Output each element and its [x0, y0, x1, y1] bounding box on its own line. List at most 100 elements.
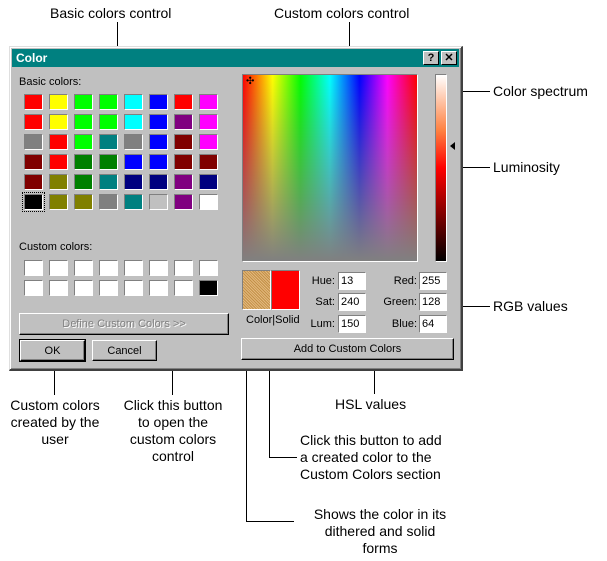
- color-swatch[interactable]: [99, 194, 118, 210]
- color-swatch[interactable]: [99, 260, 118, 276]
- color-swatch[interactable]: [199, 280, 218, 296]
- help-button[interactable]: ?: [423, 51, 439, 65]
- color-swatch[interactable]: [199, 154, 218, 170]
- color-swatch[interactable]: [99, 174, 118, 190]
- color-swatch[interactable]: [174, 94, 193, 110]
- color-swatch[interactable]: [49, 260, 68, 276]
- color-swatch[interactable]: [74, 194, 93, 210]
- sat-label: Sat:: [315, 296, 335, 308]
- color-swatch[interactable]: [74, 280, 93, 296]
- color-swatch[interactable]: [199, 174, 218, 190]
- ok-button[interactable]: OK: [19, 339, 86, 362]
- basic-colors-label: Basic colors:: [19, 76, 82, 88]
- color-swatch[interactable]: [199, 94, 218, 110]
- luminosity-bar[interactable]: [435, 74, 447, 262]
- callout-color-spectrum: Color spectrum: [493, 83, 588, 99]
- color-swatch[interactable]: [149, 280, 168, 296]
- color-swatch[interactable]: [124, 94, 143, 110]
- color-swatch[interactable]: [24, 280, 43, 296]
- color-swatch[interactable]: [49, 114, 68, 130]
- color-swatch[interactable]: [149, 260, 168, 276]
- color-swatch[interactable]: [199, 134, 218, 150]
- callout-click-add: Click this button to add a created color…: [300, 432, 442, 482]
- close-x-icon: ✕: [444, 52, 454, 64]
- color-swatch[interactable]: [74, 94, 93, 110]
- color-swatch[interactable]: [24, 154, 43, 170]
- color-swatch[interactable]: [174, 174, 193, 190]
- cancel-button[interactable]: Cancel: [92, 340, 157, 361]
- green-label: Green:: [383, 296, 417, 308]
- add-to-custom-colors-button[interactable]: Add to Custom Colors: [241, 338, 454, 360]
- color-swatch[interactable]: [174, 194, 193, 210]
- color-swatch[interactable]: [74, 174, 93, 190]
- color-swatch[interactable]: [124, 114, 143, 130]
- color-swatch[interactable]: [174, 280, 193, 296]
- dithered-color-preview: [242, 270, 271, 310]
- leader-line: [246, 521, 294, 522]
- color-swatch[interactable]: [174, 134, 193, 150]
- color-swatch[interactable]: [24, 174, 43, 190]
- color-swatch[interactable]: [149, 114, 168, 130]
- color-swatch[interactable]: [49, 194, 68, 210]
- color-swatch[interactable]: [99, 154, 118, 170]
- color-swatch[interactable]: [199, 194, 218, 210]
- color-swatch[interactable]: [74, 260, 93, 276]
- callout-rgb-values: RGB values: [493, 298, 568, 314]
- color-swatch[interactable]: [74, 154, 93, 170]
- color-swatch[interactable]: [24, 260, 43, 276]
- hue-label: Hue:: [311, 275, 335, 287]
- callout-custom-colors-control: Custom colors control: [274, 5, 410, 21]
- color-swatch[interactable]: [174, 154, 193, 170]
- color-swatch[interactable]: [174, 260, 193, 276]
- color-swatch[interactable]: [49, 154, 68, 170]
- color-swatch[interactable]: [49, 174, 68, 190]
- color-swatch[interactable]: [74, 134, 93, 150]
- define-custom-colors-button[interactable]: Define Custom Colors >>: [19, 313, 229, 335]
- color-dialog: Color ? ✕ Basic colors: Custom colors: D…: [9, 46, 463, 371]
- color-swatch[interactable]: [199, 260, 218, 276]
- color-swatch[interactable]: [149, 194, 168, 210]
- green-field[interactable]: 128: [419, 293, 447, 311]
- dialog-title: Color: [16, 51, 48, 65]
- lum-field[interactable]: 150: [338, 315, 366, 333]
- hue-field[interactable]: 13: [338, 272, 366, 290]
- callout-shows-color: Shows the color in its dithered and soli…: [313, 506, 447, 556]
- color-spectrum[interactable]: ✣: [242, 74, 418, 262]
- color-swatch[interactable]: [24, 94, 43, 110]
- color-swatch[interactable]: [124, 194, 143, 210]
- color-swatch[interactable]: [22, 192, 45, 212]
- color-swatch[interactable]: [124, 280, 143, 296]
- red-label: Red:: [393, 275, 417, 287]
- title-bar: Color ? ✕: [12, 49, 459, 67]
- leader-line: [117, 22, 118, 68]
- solid-color-preview: [271, 270, 300, 310]
- color-swatch[interactable]: [149, 134, 168, 150]
- color-swatch[interactable]: [99, 134, 118, 150]
- color-swatch[interactable]: [124, 134, 143, 150]
- lum-label: Lum:: [310, 318, 335, 330]
- red-field[interactable]: 255: [419, 272, 447, 290]
- blue-field[interactable]: 64: [419, 315, 447, 333]
- color-swatch[interactable]: [149, 94, 168, 110]
- color-swatch[interactable]: [99, 280, 118, 296]
- color-swatch[interactable]: [49, 280, 68, 296]
- color-swatch[interactable]: [24, 114, 43, 130]
- color-swatch[interactable]: [99, 94, 118, 110]
- color-swatch[interactable]: [74, 114, 93, 130]
- leader-line: [349, 22, 350, 68]
- close-button[interactable]: ✕: [441, 51, 457, 65]
- color-swatch[interactable]: [124, 260, 143, 276]
- sat-field[interactable]: 240: [338, 293, 366, 311]
- color-swatch[interactable]: [49, 134, 68, 150]
- color-swatch[interactable]: [99, 114, 118, 130]
- color-swatch[interactable]: [124, 174, 143, 190]
- color-swatch[interactable]: [24, 134, 43, 150]
- color-swatch[interactable]: [49, 94, 68, 110]
- color-swatch[interactable]: [124, 154, 143, 170]
- color-swatch[interactable]: [149, 174, 168, 190]
- color-swatch[interactable]: [199, 114, 218, 130]
- color-swatch[interactable]: [174, 114, 193, 130]
- luminosity-arrow-icon[interactable]: [450, 142, 455, 150]
- callout-custom-colors-user: Custom colors created by the user: [10, 397, 100, 447]
- color-swatch[interactable]: [149, 154, 168, 170]
